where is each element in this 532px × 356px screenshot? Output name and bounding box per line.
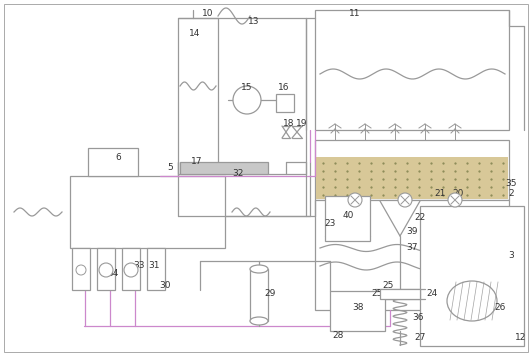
- Text: 10: 10: [202, 10, 214, 19]
- Text: 25: 25: [383, 282, 394, 290]
- Bar: [330, 291, 385, 331]
- Text: 19: 19: [296, 120, 307, 129]
- Circle shape: [398, 193, 412, 207]
- Text: 13: 13: [248, 17, 260, 26]
- Text: 6: 6: [115, 153, 121, 162]
- Text: 31: 31: [148, 262, 160, 271]
- Text: 36: 36: [412, 314, 424, 323]
- Ellipse shape: [447, 281, 497, 321]
- Bar: [316, 157, 508, 199]
- Bar: [88, 148, 138, 176]
- Circle shape: [233, 86, 261, 114]
- Text: 3: 3: [508, 251, 514, 261]
- Text: 23: 23: [325, 220, 336, 229]
- Circle shape: [76, 265, 86, 275]
- Text: 30: 30: [159, 282, 171, 290]
- Text: 26: 26: [494, 304, 506, 313]
- Text: 33: 33: [133, 262, 145, 271]
- Text: 24: 24: [426, 289, 438, 298]
- Text: 18: 18: [283, 120, 295, 129]
- Text: 2: 2: [508, 189, 514, 199]
- Bar: [72, 248, 90, 290]
- Bar: [178, 18, 306, 174]
- Text: 37: 37: [406, 244, 418, 252]
- Bar: [315, 10, 509, 130]
- Circle shape: [448, 193, 462, 207]
- Ellipse shape: [250, 317, 268, 325]
- Circle shape: [99, 263, 113, 277]
- Bar: [70, 176, 225, 248]
- Text: 5: 5: [167, 163, 173, 173]
- Text: 15: 15: [241, 84, 253, 93]
- Ellipse shape: [250, 265, 268, 273]
- Text: 38: 38: [352, 304, 364, 313]
- Text: 21: 21: [434, 189, 446, 199]
- Circle shape: [124, 263, 138, 277]
- Bar: [315, 200, 509, 310]
- Text: 39: 39: [406, 227, 418, 236]
- Bar: [276, 94, 294, 112]
- Text: 29: 29: [264, 289, 276, 298]
- Bar: [97, 248, 115, 290]
- Bar: [325, 196, 370, 241]
- Bar: [122, 248, 140, 290]
- Text: 20: 20: [452, 189, 464, 199]
- Bar: [250, 269, 268, 321]
- Bar: [180, 162, 268, 174]
- Circle shape: [348, 193, 362, 207]
- Text: 40: 40: [342, 211, 354, 220]
- Text: 16: 16: [278, 84, 290, 93]
- Text: 27: 27: [414, 334, 426, 342]
- Text: 22: 22: [414, 214, 426, 222]
- Text: 28: 28: [332, 331, 344, 340]
- Bar: [315, 140, 509, 200]
- Text: 35: 35: [505, 179, 517, 188]
- Text: 25: 25: [371, 289, 383, 298]
- Text: 11: 11: [349, 10, 361, 19]
- Text: 17: 17: [191, 157, 203, 166]
- Text: 32: 32: [232, 169, 244, 178]
- Bar: [147, 248, 165, 290]
- Bar: [420, 206, 524, 346]
- Text: 14: 14: [189, 30, 201, 38]
- Bar: [380, 289, 420, 299]
- Text: 34: 34: [107, 269, 119, 278]
- Text: 12: 12: [516, 334, 527, 342]
